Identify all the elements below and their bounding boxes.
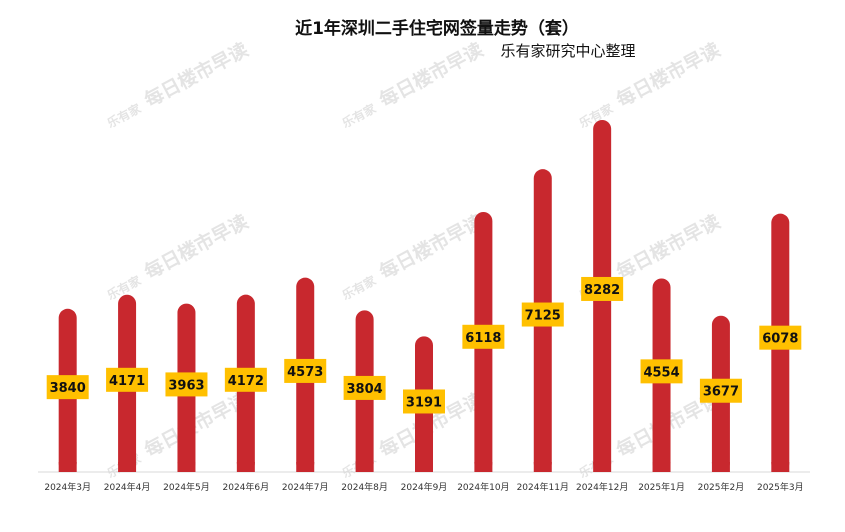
x-tick-label: 2024年10月 <box>457 481 509 493</box>
watermark-logo: 乐有家 <box>339 100 379 131</box>
data-label: 4171 <box>109 374 145 389</box>
data-label: 6118 <box>465 331 501 346</box>
data-label: 4172 <box>228 374 264 389</box>
watermark-text: 每日楼市早读 <box>140 210 251 284</box>
bar-base <box>236 462 255 472</box>
data-label: 3804 <box>347 382 383 397</box>
data-label: 6078 <box>762 332 798 347</box>
data-label-box <box>224 367 267 392</box>
x-tick-label: 2025年2月 <box>698 481 745 493</box>
bar-base <box>533 462 552 472</box>
x-tick-label: 2024年3月 <box>44 481 91 493</box>
bar-base <box>58 462 77 472</box>
watermark-text: 每日楼市早读 <box>140 388 251 462</box>
data-label: 3191 <box>406 395 442 410</box>
data-label: 7125 <box>525 309 561 324</box>
data-label-box <box>165 372 208 397</box>
data-label-box <box>581 276 624 301</box>
watermark-text: 每日楼市早读 <box>375 210 486 284</box>
watermark-text: 每日楼市早读 <box>375 38 486 112</box>
data-label-box <box>106 367 149 392</box>
x-tick-labels-group: 2024年3月 2024年4月 2024年5月 2024年6月 2024年7月 2024年… <box>44 481 803 493</box>
data-label-box <box>46 375 89 400</box>
data-label-box <box>640 359 683 384</box>
x-tick-label: 2024年12月 <box>576 481 628 493</box>
bar-base <box>474 462 493 472</box>
data-label-box <box>699 378 742 403</box>
x-tick-label: 2024年6月 <box>223 481 270 493</box>
bar-base <box>771 462 790 472</box>
watermark-text: 每日楼市早读 <box>140 38 251 112</box>
watermark-text: 每日楼市早读 <box>612 210 723 284</box>
data-label: 3677 <box>703 385 739 400</box>
bar-base <box>711 462 730 472</box>
data-label: 3963 <box>168 378 204 393</box>
x-tick-label: 2024年11月 <box>517 481 569 493</box>
data-label: 4573 <box>287 365 323 380</box>
x-tick-label: 2024年8月 <box>341 481 388 493</box>
data-label: 3840 <box>50 381 86 396</box>
watermark-logo: 乐有家 <box>104 100 144 131</box>
x-tick-label: 2024年5月 <box>163 481 210 493</box>
x-tick-label: 2024年7月 <box>282 481 329 493</box>
bar-base <box>296 462 315 472</box>
bar-base <box>355 462 374 472</box>
watermark-logo: 乐有家 <box>339 272 379 303</box>
bar-base <box>652 462 671 472</box>
data-label-box <box>759 325 802 350</box>
chart-title: 近1年深圳二手住宅网签量走势（套） <box>295 18 579 39</box>
bar-base <box>118 462 137 472</box>
data-label-box <box>284 358 327 383</box>
data-label-box <box>343 375 386 400</box>
data-labels-group: 3840 4171 3963 4172 4573 3804 3191 6118 7125 8282… <box>46 276 802 414</box>
chart-subtitle: 乐有家研究中心整理 <box>500 42 635 60</box>
bar-base <box>593 462 612 472</box>
bar-base <box>415 462 433 472</box>
data-label-box <box>403 389 445 414</box>
data-label-box <box>521 302 564 327</box>
data-label: 4554 <box>643 365 679 380</box>
x-tick-label: 2024年9月 <box>401 481 448 493</box>
data-label: 8282 <box>584 283 620 298</box>
x-tick-label: 2024年4月 <box>104 481 151 493</box>
x-tick-label: 2025年1月 <box>638 481 685 493</box>
x-tick-label: 2025年3月 <box>757 481 804 493</box>
bar-base <box>177 462 196 472</box>
data-label-box <box>462 324 505 349</box>
